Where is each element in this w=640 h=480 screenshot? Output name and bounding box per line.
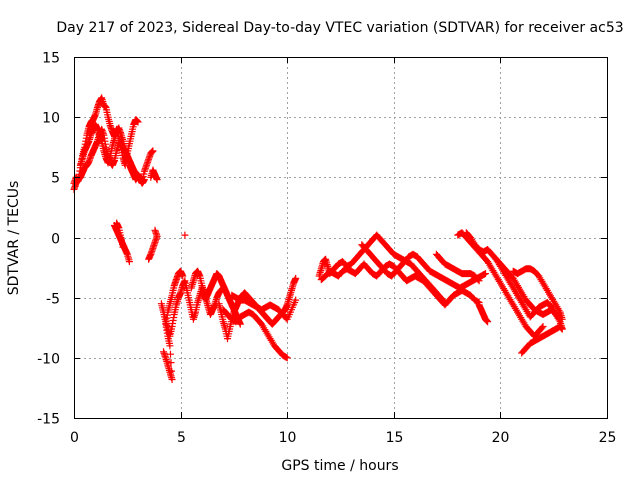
x-tick-label-20: 20 xyxy=(492,430,510,446)
y-tick-label--5: -5 xyxy=(46,292,60,308)
data-point-markers-17 xyxy=(432,250,483,285)
data-segment-17 xyxy=(432,250,483,285)
grid-lines xyxy=(74,57,607,418)
data-point-markers-22 xyxy=(518,323,566,357)
data-point-markers-15 xyxy=(317,260,483,309)
data-segment-4 xyxy=(113,219,127,251)
chart-title: Day 217 of 2023, Sidereal Day-to-day VTE… xyxy=(56,20,623,36)
axis-ticks xyxy=(74,57,608,419)
x-axis-label: GPS time / hours xyxy=(281,458,398,474)
data-segment-23 xyxy=(475,301,492,326)
x-tick-label-15: 15 xyxy=(386,430,404,446)
data-point-markers-13 xyxy=(228,291,300,323)
x-tick-label-10: 10 xyxy=(279,430,297,446)
data-segment-7 xyxy=(181,231,189,239)
data-point-markers-6 xyxy=(147,166,161,184)
data-segment-2 xyxy=(76,120,148,187)
data-point-markers-2 xyxy=(76,120,148,187)
y-tick-label-15: 15 xyxy=(42,51,60,67)
y-tick-label--10: -10 xyxy=(37,352,60,368)
x-tick-label-25: 25 xyxy=(599,430,617,446)
data-segment-20 xyxy=(492,255,564,323)
y-tick-label--15: -15 xyxy=(37,412,60,428)
data-point-markers-23 xyxy=(475,301,492,326)
data-segment-5 xyxy=(145,226,161,263)
data-segment-21 xyxy=(509,265,566,323)
data-point-markers-20 xyxy=(492,255,564,323)
data-segment-22 xyxy=(518,323,566,357)
y-axis-label: SDTVAR / TECUs xyxy=(6,181,22,296)
data-segment-13 xyxy=(228,291,300,323)
data-point-markers-5 xyxy=(145,226,161,263)
y-tick-label-0: 0 xyxy=(51,232,60,248)
y-tick-label-10: 10 xyxy=(42,111,60,127)
tick-labels: 0 5 10 15 20 25 -15 -10 -5 0 5 10 15 xyxy=(37,51,616,447)
data-point-markers-21 xyxy=(509,265,566,323)
data-point-markers-4 xyxy=(113,219,127,251)
data-segment-16 xyxy=(358,241,489,292)
data-point-markers-12 xyxy=(219,306,291,362)
x-tick-label-5: 5 xyxy=(177,430,186,446)
data-segment-15 xyxy=(317,260,483,309)
x-tick-label-0: 0 xyxy=(70,430,79,446)
data-markers xyxy=(70,94,566,383)
y-tick-label-5: 5 xyxy=(51,171,60,187)
data-segment-12 xyxy=(219,306,291,362)
data-point-markers-16 xyxy=(358,241,489,292)
data-segment-6 xyxy=(147,166,161,184)
data-point-markers-7 xyxy=(181,231,189,239)
